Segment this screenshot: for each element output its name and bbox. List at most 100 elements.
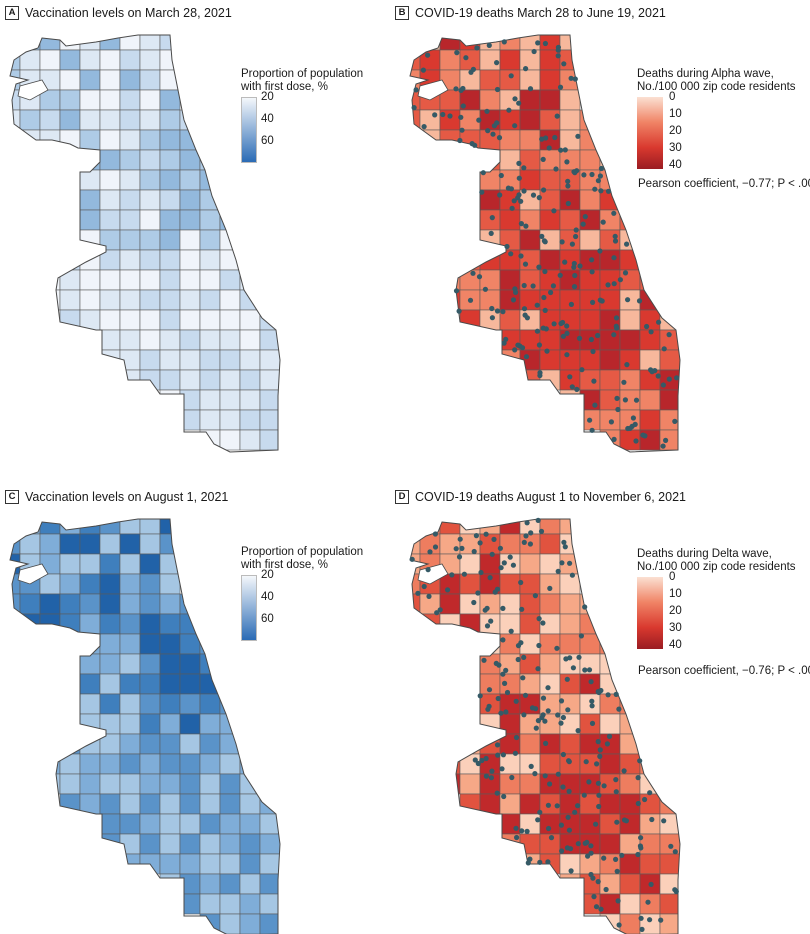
death-dot xyxy=(468,69,474,75)
death-dot xyxy=(611,332,617,338)
zip-area xyxy=(199,429,221,451)
death-dot xyxy=(597,173,603,179)
zip-area xyxy=(599,753,621,775)
death-dot xyxy=(411,105,417,111)
legend-a-title-2: with first dose, % xyxy=(241,81,328,93)
zip-area xyxy=(159,813,181,835)
death-dot xyxy=(530,192,537,198)
death-dot xyxy=(548,289,554,296)
death-dot xyxy=(648,329,654,335)
death-dot xyxy=(461,571,467,577)
zip-area xyxy=(519,793,541,815)
death-dot xyxy=(457,137,463,144)
zip-area xyxy=(239,409,261,431)
zip-area xyxy=(99,693,121,715)
zip-area xyxy=(59,553,81,575)
zip-area xyxy=(119,553,141,575)
death-dot xyxy=(586,779,592,785)
death-dot xyxy=(518,579,524,586)
death-dot xyxy=(565,707,571,713)
zip-area xyxy=(139,229,161,251)
death-dot xyxy=(542,40,548,47)
legend-d-colorbar xyxy=(637,577,663,649)
zip-area xyxy=(139,813,161,835)
death-dot xyxy=(512,347,518,353)
death-dot xyxy=(506,107,512,113)
zip-area xyxy=(99,593,121,615)
zip-area xyxy=(559,109,581,131)
zip-area xyxy=(159,853,181,875)
zip-area xyxy=(119,329,141,351)
zip-area xyxy=(219,209,241,231)
zip-area xyxy=(479,209,501,231)
death-dot xyxy=(617,277,623,283)
zip-area xyxy=(539,349,561,371)
death-dot xyxy=(582,214,588,220)
death-dot xyxy=(567,374,573,380)
zip-area xyxy=(99,49,121,71)
zip-area xyxy=(119,149,141,171)
zip-area xyxy=(559,349,581,371)
zip-area xyxy=(259,913,280,934)
death-dot xyxy=(625,297,631,303)
zip-area xyxy=(499,109,521,131)
zip-area xyxy=(239,873,261,895)
zip-area xyxy=(239,893,261,915)
zip-area xyxy=(519,229,541,251)
death-dot xyxy=(647,790,653,796)
death-dot xyxy=(613,777,619,783)
zip-area xyxy=(99,129,121,151)
zip-area xyxy=(419,519,441,535)
death-dot xyxy=(494,86,501,93)
death-dot xyxy=(587,417,593,423)
death-dot xyxy=(493,660,499,666)
zip-area xyxy=(659,913,680,934)
zip-area xyxy=(499,593,521,615)
death-dot xyxy=(672,849,678,855)
death-dot xyxy=(541,294,547,301)
zip-area xyxy=(99,793,121,815)
pearson-d: Pearson coefficient, −0.76; P < .001 xyxy=(638,665,810,677)
zip-area xyxy=(599,269,621,291)
death-dot xyxy=(668,843,674,849)
death-dot xyxy=(536,642,542,649)
zip-area xyxy=(179,653,201,675)
legend-a-title-1: Proportion of population xyxy=(241,68,364,80)
death-dot xyxy=(649,816,655,823)
zip-area xyxy=(39,109,61,131)
death-dot xyxy=(546,825,552,832)
death-dot xyxy=(421,583,427,590)
zip-area xyxy=(59,35,81,51)
zip-area xyxy=(559,289,581,311)
death-dot xyxy=(564,676,570,682)
panel-a-title: A Vaccination levels on March 28, 2021 xyxy=(5,6,232,20)
zip-area xyxy=(519,773,541,795)
zip-area xyxy=(219,369,241,391)
zip-area xyxy=(179,713,201,735)
death-dot xyxy=(567,846,574,852)
zip-area xyxy=(119,613,141,635)
death-dot xyxy=(593,904,600,910)
death-dot xyxy=(577,263,583,269)
zip-area xyxy=(159,653,181,675)
zip-area xyxy=(79,519,101,535)
zip-area xyxy=(559,49,581,71)
zip-area xyxy=(119,773,141,795)
zip-area xyxy=(99,109,121,131)
excluded-area xyxy=(417,563,449,585)
death-dot xyxy=(638,845,644,851)
zip-area xyxy=(179,349,201,371)
death-dot xyxy=(555,568,561,574)
zip-area xyxy=(639,813,661,835)
zip-area xyxy=(219,753,241,775)
death-dot xyxy=(571,260,577,267)
zip-area xyxy=(539,633,561,655)
zip-area xyxy=(619,813,641,835)
zip-area xyxy=(59,793,81,815)
zip-area xyxy=(99,753,121,775)
legend-b-title-2: No./100 000 zip code residents xyxy=(637,81,796,93)
zip-area xyxy=(199,149,221,171)
death-dot xyxy=(655,373,661,379)
zip-area xyxy=(599,893,621,915)
zip-area xyxy=(19,519,41,535)
